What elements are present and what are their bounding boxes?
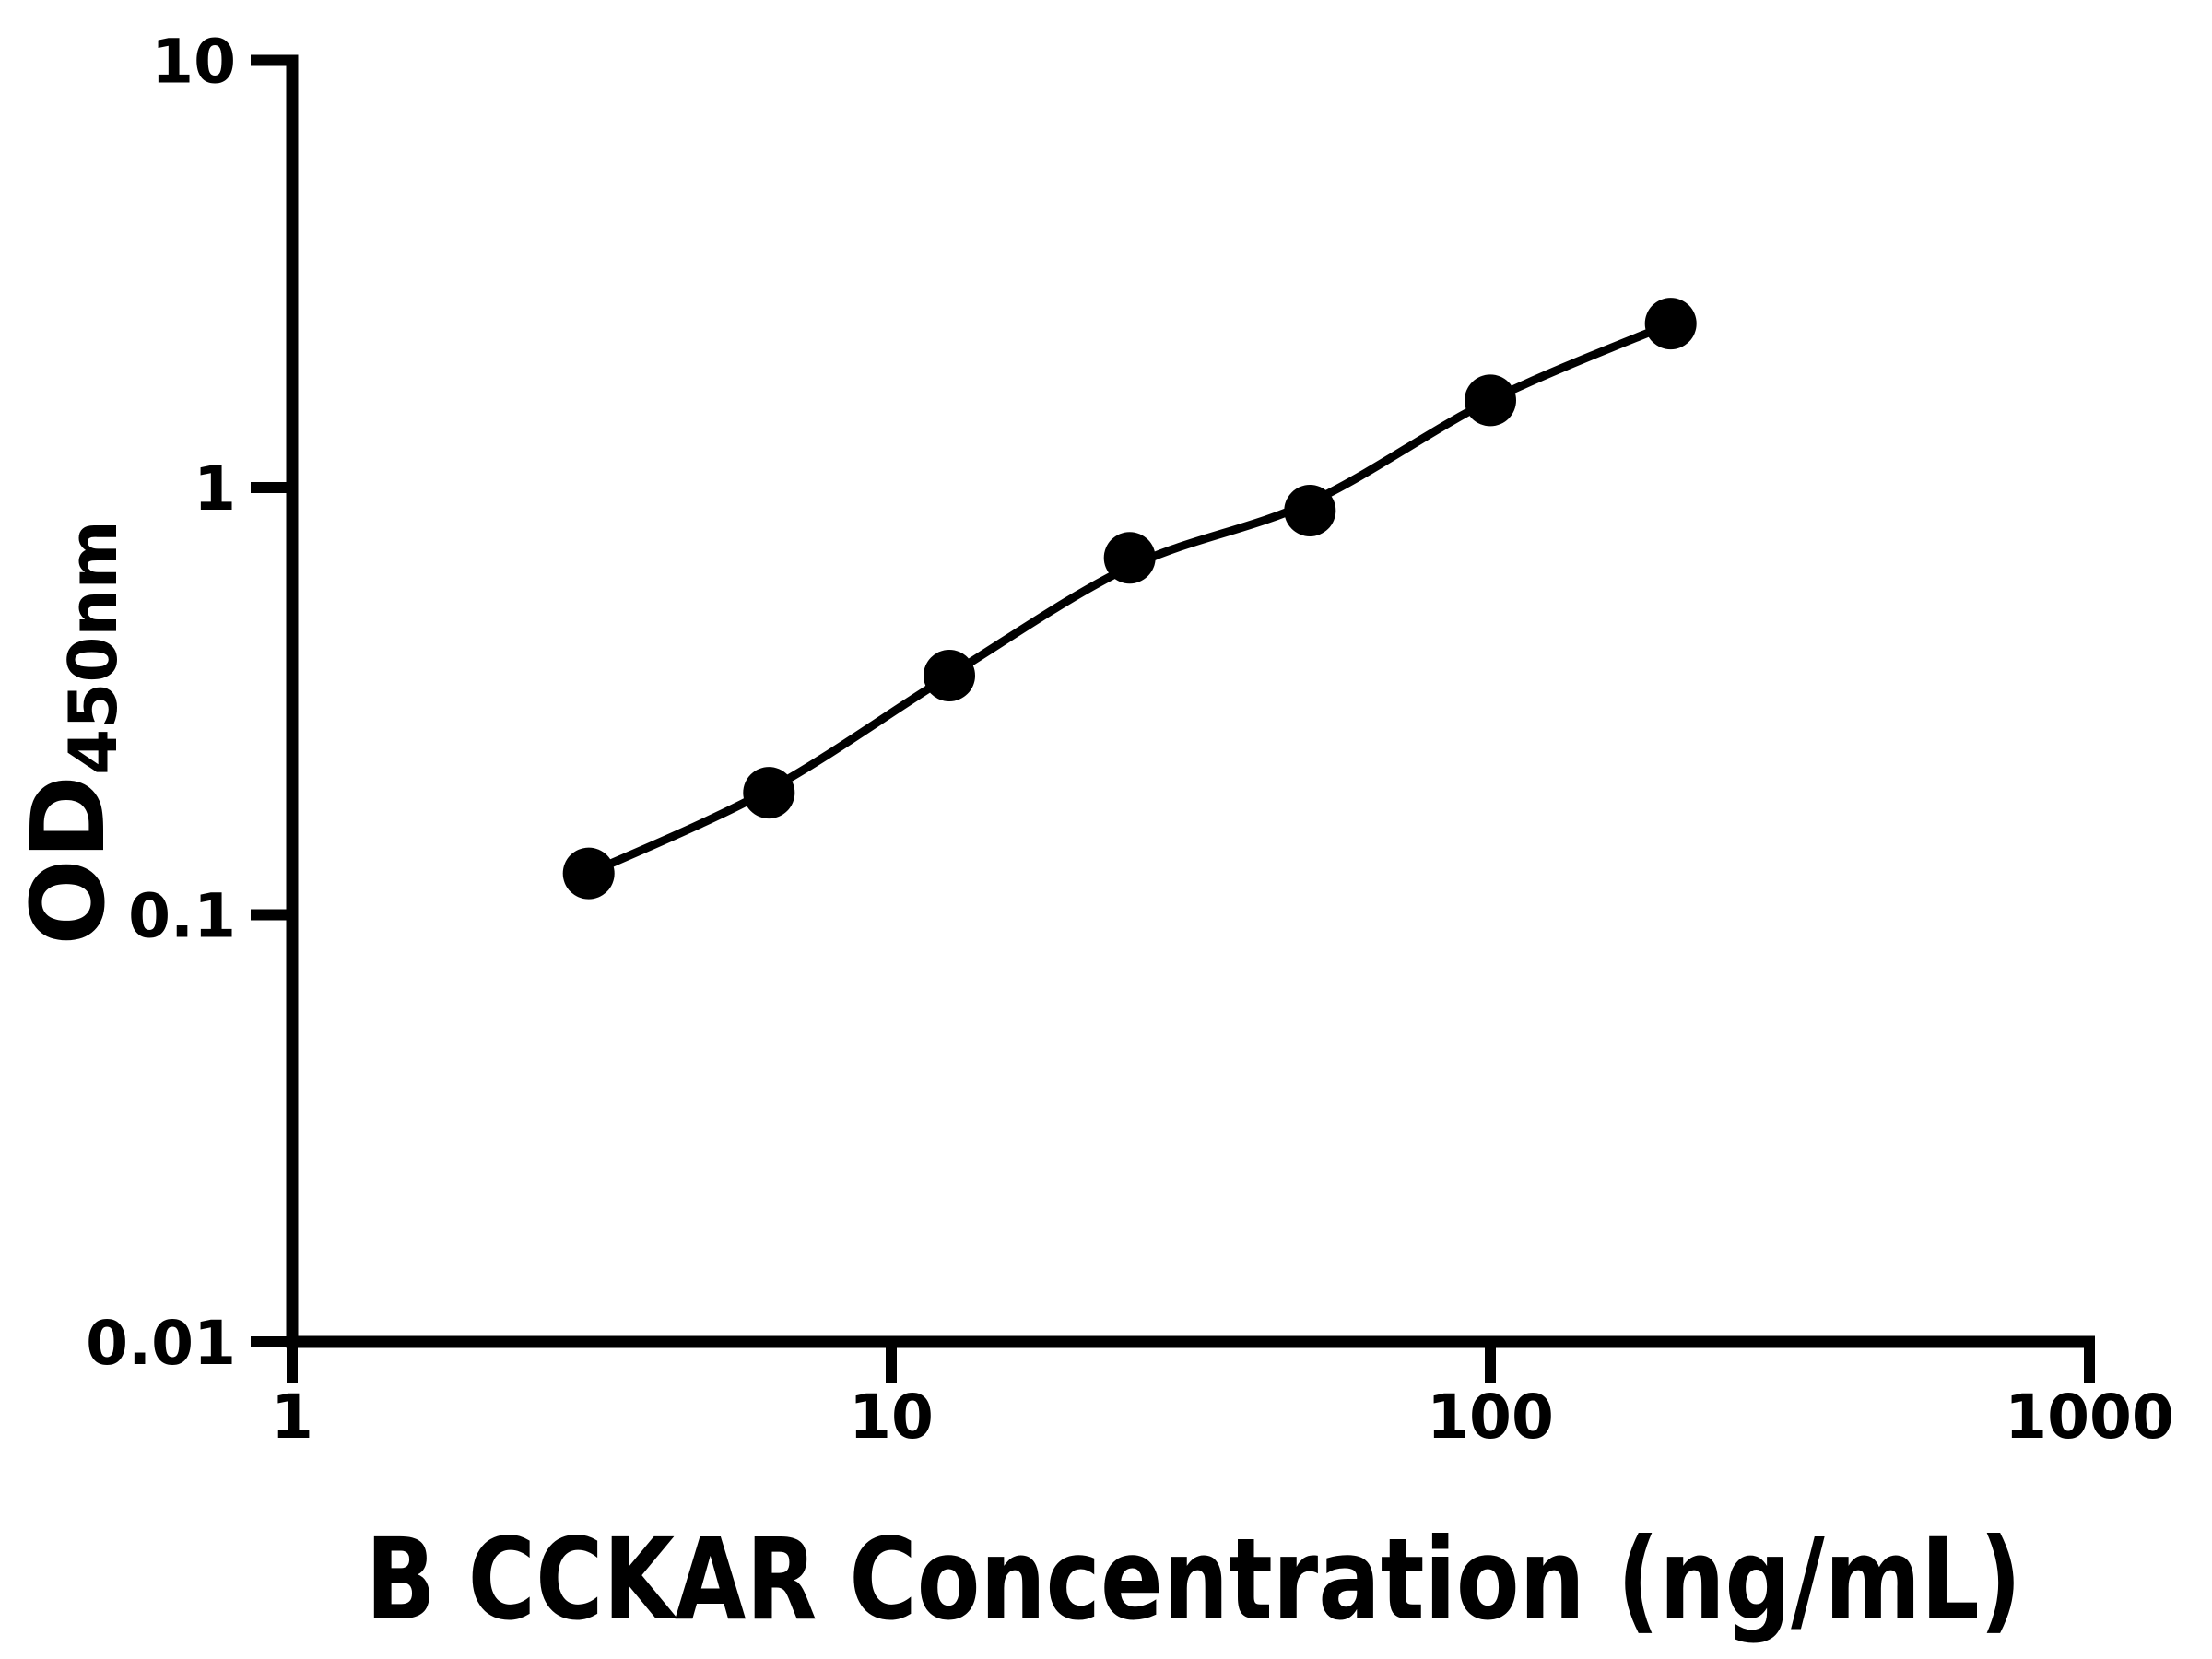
- x-tick-label-10: 10: [849, 1382, 934, 1453]
- y-tick-label-1: 1: [194, 453, 236, 524]
- data-point-marker: [1465, 374, 1516, 427]
- x-tick-label-1: 1: [271, 1382, 313, 1453]
- x-tick-label-1000: 1000: [2005, 1382, 2174, 1453]
- x-axis-title-text: B CCKAR Concentration (ng/mL): [365, 1514, 2022, 1645]
- y-axis-title-subscript: 450nm: [54, 520, 132, 775]
- y-axis-title: OD450nm: [9, 520, 132, 945]
- y-axis-title-main: OD: [9, 774, 127, 946]
- y-tick-label-0.1: 0.1: [128, 881, 236, 952]
- y-tick-label-10: 10: [151, 27, 236, 98]
- data-point-marker: [1103, 532, 1156, 584]
- data-point-marker: [562, 847, 615, 900]
- data-point-marker: [1644, 298, 1697, 350]
- axis-spine: [286, 54, 2095, 1348]
- data-point-marker: [924, 650, 975, 701]
- x-axis-title: B CCKAR Concentration (ng/mL): [183, 1524, 2203, 1636]
- x-tick-label-100: 100: [1427, 1382, 1554, 1453]
- data-point-marker: [1284, 485, 1336, 536]
- data-point-marker: [743, 767, 795, 819]
- y-tick-label-0.01: 0.01: [86, 1308, 236, 1379]
